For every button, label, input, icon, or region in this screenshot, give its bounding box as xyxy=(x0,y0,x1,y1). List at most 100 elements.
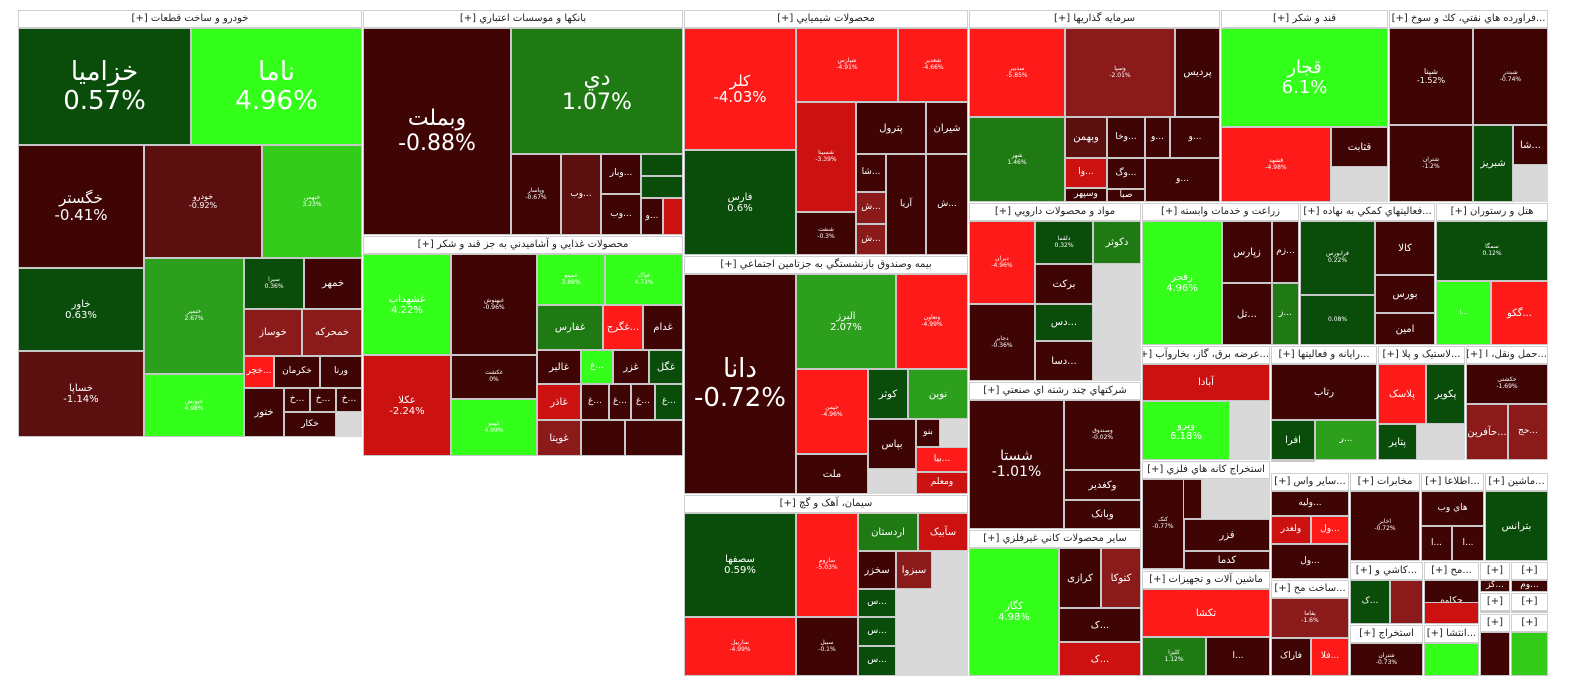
stock-tile[interactable] xyxy=(641,154,683,176)
sector-title-expand[interactable]: بانکها و موسسات اعتباري [+] xyxy=(363,10,683,28)
sector-title-expand[interactable]: ...اطلاعا [+] xyxy=(1421,473,1484,491)
stock-tile[interactable]: خگستر -0.41% xyxy=(18,145,144,268)
stock-tile[interactable]: صبا xyxy=(1107,189,1145,202)
stock-tile[interactable]: ...وبار xyxy=(601,154,641,194)
stock-tile[interactable]: پکویر xyxy=(1426,364,1465,424)
stock-tile[interactable]: دکوثر xyxy=(1093,221,1141,264)
stock-tile[interactable]: ...ا xyxy=(1206,637,1270,676)
stock-tile[interactable]: ...خ xyxy=(336,388,362,412)
stock-tile[interactable]: ...غ xyxy=(581,350,613,384)
stock-tile[interactable]: حکشتی -1.69% xyxy=(1466,364,1548,404)
stock-tile[interactable]: فرابورس 0.22% xyxy=(1300,221,1375,295)
stock-tile[interactable]: خوساز xyxy=(244,309,302,356)
stock-tile[interactable]: ...ک xyxy=(1059,642,1141,676)
sector-title-expand[interactable]: [+] xyxy=(1511,562,1548,580)
stock-tile[interactable]: قجار 6.1% xyxy=(1221,28,1388,127)
stock-tile[interactable]: وسپهر xyxy=(1065,188,1107,202)
sector-title-expand[interactable]: زراعت و خدمات وابسته [+] xyxy=(1142,203,1299,221)
stock-tile[interactable]: ...غ xyxy=(655,384,683,420)
stock-tile[interactable]: وپاسار -0.67% xyxy=(511,154,561,235)
stock-tile[interactable] xyxy=(581,420,625,456)
sector-title-expand[interactable]: هتل و رستوران [+] xyxy=(1436,203,1548,221)
stock-tile[interactable]: ...ولیه xyxy=(1271,491,1349,516)
stock-tile[interactable]: بفاما -1.6% xyxy=(1271,598,1349,638)
stock-tile[interactable]: غشهداب 4.22% xyxy=(363,254,451,355)
stock-tile[interactable]: دیران -4.96% xyxy=(969,221,1035,304)
sector-title-expand[interactable]: سرمايه گذاريها [+] xyxy=(969,10,1220,28)
stock-tile[interactable]: ...ر xyxy=(1315,420,1377,460)
stock-tile[interactable]: ...خ xyxy=(310,388,336,412)
stock-tile[interactable]: ...وخا xyxy=(1107,117,1145,158)
stock-tile[interactable]: سصفها 0.59% xyxy=(684,513,796,617)
stock-tile[interactable] xyxy=(1480,632,1510,676)
stock-tile[interactable]: ...دسا xyxy=(1035,341,1093,381)
stock-tile[interactable]: قثابت xyxy=(1331,127,1388,167)
stock-tile[interactable]: سخزر xyxy=(858,551,896,589)
stock-tile[interactable]: ...ا xyxy=(1421,526,1452,561)
stock-tile[interactable]: فارس 0.6% xyxy=(684,150,796,255)
stock-tile[interactable] xyxy=(1424,602,1479,624)
stock-tile[interactable]: سدبیر -5.85% xyxy=(969,28,1065,117)
stock-tile[interactable]: خکار xyxy=(284,412,336,437)
stock-tile[interactable]: وبملت -0.88% xyxy=(363,28,511,235)
stock-tile[interactable]: ...گکو xyxy=(1491,281,1548,345)
stock-tile[interactable]: ورنا xyxy=(320,356,362,388)
stock-tile[interactable]: شتران -0.73% xyxy=(1350,643,1423,676)
stock-tile[interactable]: افرا xyxy=(1271,420,1315,460)
stock-tile[interactable]: وصندوق -0.02% xyxy=(1064,400,1141,470)
stock-tile[interactable]: ...شا xyxy=(856,154,886,192)
stock-tile[interactable]: کلیزا 1.12% xyxy=(1142,637,1206,676)
stock-tile[interactable]: ...ا xyxy=(1452,526,1484,561)
stock-tile[interactable]: ...و xyxy=(1170,117,1220,158)
stock-tile[interactable]: غگل xyxy=(649,350,683,384)
stock-tile[interactable]: ساروم -5.03% xyxy=(796,513,858,617)
stock-tile[interactable]: شستا -1.01% xyxy=(969,400,1064,529)
sector-title-expand[interactable]: قند و شکر [+] xyxy=(1221,10,1388,28)
stock-tile[interactable]: سبیل -0.1% xyxy=(796,617,858,676)
sector-title-expand[interactable]: ...حمل ونقل، ا [+] xyxy=(1466,346,1548,364)
sector-title-expand[interactable]: [+] xyxy=(1480,593,1510,611)
sector-title-expand[interactable]: [+] xyxy=(1511,614,1548,632)
stock-tile[interactable]: دي 1.07% xyxy=(511,28,683,154)
stock-tile[interactable]: ...و xyxy=(1145,158,1220,202)
stock-tile[interactable]: پتایر xyxy=(1378,424,1417,460)
stock-tile[interactable]: ...غ xyxy=(631,384,655,420)
stock-tile[interactable]: بپاس xyxy=(868,419,916,469)
stock-tile[interactable]: کوثر xyxy=(868,369,908,419)
sector-title-expand[interactable]: ...مح [+] xyxy=(1424,562,1479,580)
stock-tile[interactable]: سبزوا xyxy=(896,551,932,589)
stock-tile[interactable]: فزر xyxy=(1184,519,1270,551)
stock-tile[interactable]: ومعلم xyxy=(916,472,968,494)
stock-tile[interactable]: وسپا -2.01% xyxy=(1065,28,1175,117)
stock-tile[interactable]: شبریز xyxy=(1473,125,1513,202)
stock-tile[interactable]: ساربیل -4.99% xyxy=(684,617,796,676)
stock-tile[interactable]: عکلا -2.24% xyxy=(363,355,451,456)
stock-tile[interactable]: هاي وب xyxy=(1421,491,1484,526)
stock-tile[interactable]: ...وگ xyxy=(1107,158,1145,189)
stock-tile[interactable]: ...ش xyxy=(926,154,968,255)
stock-tile[interactable] xyxy=(1511,632,1548,676)
stock-tile[interactable] xyxy=(1390,580,1423,624)
stock-tile[interactable]: ...وا xyxy=(1065,158,1107,188)
stock-tile[interactable]: کلر -4.03% xyxy=(684,28,796,150)
stock-tile[interactable]: وبرو 6.18% xyxy=(1142,401,1230,460)
stock-tile[interactable]: شنفت -0.3% xyxy=(796,212,856,255)
stock-tile[interactable]: آریا xyxy=(886,154,926,255)
stock-tile[interactable]: ...خچر xyxy=(244,356,274,388)
stock-tile[interactable]: غپینو 4.99% xyxy=(451,399,537,456)
stock-tile[interactable]: ...بیا xyxy=(916,447,968,472)
stock-tile[interactable] xyxy=(1424,643,1479,676)
stock-tile[interactable]: کالا xyxy=(1375,221,1435,275)
stock-tile[interactable]: ...ش xyxy=(856,224,886,255)
stock-tile[interactable]: ...شا xyxy=(1513,125,1548,165)
stock-tile[interactable]: نوین xyxy=(908,369,968,419)
stock-tile[interactable]: ...و xyxy=(641,198,663,235)
stock-tile[interactable]: ...و xyxy=(1145,117,1170,158)
stock-tile[interactable]: زپارس xyxy=(1222,221,1272,283)
stock-tile[interactable]: پلاسک xyxy=(1378,364,1426,424)
stock-tile[interactable]: ...س xyxy=(858,617,896,646)
stock-tile[interactable]: شبندر -0.74% xyxy=(1473,28,1548,125)
stock-tile[interactable] xyxy=(1480,611,1510,613)
stock-tile[interactable]: فاراک xyxy=(1271,638,1311,676)
stock-tile[interactable]: دانا -0.72% xyxy=(684,274,796,494)
